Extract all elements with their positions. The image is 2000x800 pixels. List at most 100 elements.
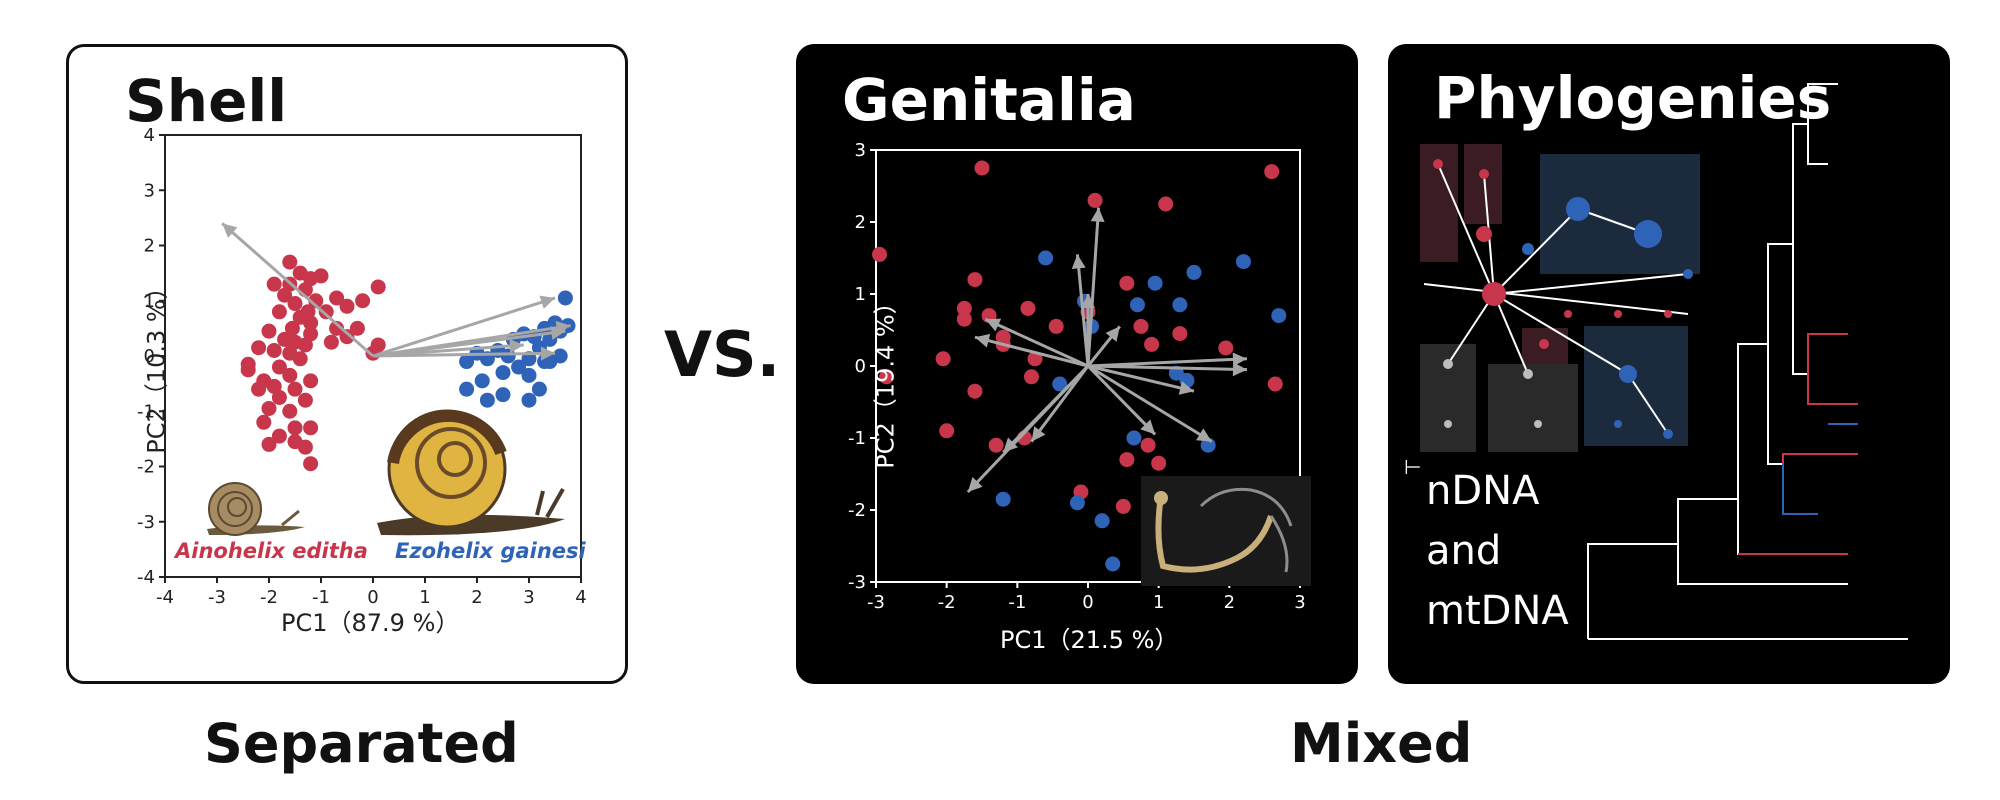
svg-text:⊢: ⊢ xyxy=(1404,455,1421,479)
phylogenies-panel: Phylogenies xyxy=(1388,44,1950,684)
data-point xyxy=(292,351,308,367)
x-tick-label: -3 xyxy=(208,587,226,608)
data-point xyxy=(1052,376,1068,392)
data-point xyxy=(1271,308,1287,324)
loading-arrowhead xyxy=(1003,437,1019,453)
data-point xyxy=(1264,164,1280,180)
genitalia-x-axis-label: PC1（21.5 %） xyxy=(1000,626,1179,654)
snail-small-icon xyxy=(207,482,305,536)
data-point xyxy=(521,392,537,408)
data-point xyxy=(1094,513,1110,529)
y-tick-label: 4 xyxy=(144,125,155,146)
x-tick-label: -2 xyxy=(938,592,956,613)
data-point xyxy=(1186,264,1202,280)
x-tick-label: 1 xyxy=(419,587,430,608)
data-point xyxy=(1140,437,1156,453)
y-tick-label: -2 xyxy=(848,500,866,521)
data-point xyxy=(1027,351,1043,367)
loading-arrowhead xyxy=(1232,352,1247,367)
y-tick-label: 0 xyxy=(144,346,155,367)
data-point xyxy=(329,320,345,336)
data-point xyxy=(988,437,1004,453)
loading-arrowhead xyxy=(1196,428,1212,442)
loading-arrowhead xyxy=(1071,254,1086,269)
data-point xyxy=(266,342,282,358)
loading-arrow xyxy=(372,351,556,358)
data-point xyxy=(956,311,972,327)
y-tick-label: -3 xyxy=(137,512,155,533)
data-point xyxy=(1048,318,1064,334)
loading-arrow xyxy=(1086,207,1101,367)
data-line-2: and xyxy=(1426,528,1502,574)
data-point xyxy=(1038,250,1054,266)
y-tick-label: -4 xyxy=(137,567,155,588)
data-point xyxy=(1105,556,1121,572)
data-point xyxy=(287,420,303,436)
loading-arrowhead xyxy=(1140,419,1156,435)
data-point xyxy=(1115,498,1131,514)
data-point xyxy=(313,268,329,284)
data-point xyxy=(349,320,365,336)
loading-arrowhead xyxy=(539,295,555,309)
shell-panel: Shell -4 -3 -2 -1 0 1 2 3 4 4 3 2 1 0 -1 -2 -3 -4 PC1（87.… xyxy=(66,44,628,684)
x-tick-label: 2 xyxy=(471,587,482,608)
data-point xyxy=(557,290,573,306)
loading-arrow xyxy=(974,335,1089,368)
loading-arrow xyxy=(372,329,566,358)
data-point xyxy=(277,287,293,303)
data-point xyxy=(1172,326,1188,342)
y-tick-label: 3 xyxy=(144,180,155,201)
mixed-label: Mixed xyxy=(1290,712,1473,775)
data-point xyxy=(271,428,287,444)
data-point xyxy=(967,383,983,399)
data-line-3: mtDNA xyxy=(1426,588,1569,634)
data-point xyxy=(872,246,888,262)
data-point xyxy=(459,354,475,370)
loading-arrow xyxy=(1087,357,1248,368)
x-tick-label: 0 xyxy=(1082,592,1093,613)
data-point xyxy=(479,392,495,408)
y-tick-label: -2 xyxy=(137,457,155,478)
y-tick-label: -1 xyxy=(137,401,155,422)
data-point xyxy=(261,400,277,416)
loading-arrowhead xyxy=(967,477,983,492)
y-tick-label: 3 xyxy=(855,140,866,161)
loading-arrowhead xyxy=(1232,362,1247,377)
snail-large-icon xyxy=(377,409,565,536)
data-point xyxy=(240,362,256,378)
loading-arrowhead xyxy=(1105,326,1120,342)
x-tick-label: 4 xyxy=(575,587,586,608)
data-point xyxy=(271,359,287,375)
x-tick-label: -4 xyxy=(156,587,174,608)
loading-arrow xyxy=(372,296,556,358)
data-point xyxy=(1147,275,1163,291)
shell-x-axis-label: PC1（87.9 %） xyxy=(281,609,460,637)
y-tick-label: -1 xyxy=(848,428,866,449)
loading-arrowhead xyxy=(1178,381,1194,395)
data-point xyxy=(1144,336,1160,352)
data-point xyxy=(1129,297,1145,313)
loading-arrowhead xyxy=(222,223,238,238)
x-tick-label: 1 xyxy=(1153,592,1164,613)
data-point xyxy=(271,389,287,405)
x-tick-label: 0 xyxy=(367,587,378,608)
shell-scatter-plot: -4 -3 -2 -1 0 1 2 3 4 4 3 2 1 0 -1 -2 -3 -4 xyxy=(137,125,587,608)
data-point xyxy=(935,351,951,367)
loading-arrowhead xyxy=(509,338,524,353)
loading-arrow xyxy=(984,317,1089,368)
data-point xyxy=(266,276,282,292)
x-tick-label: 3 xyxy=(1294,592,1305,613)
y-tick-label: 2 xyxy=(855,212,866,233)
data-point xyxy=(1172,297,1188,313)
x-tick-label: -2 xyxy=(260,587,278,608)
species-b-label: Ezohelix gainesi xyxy=(395,539,586,563)
loading-arrow xyxy=(1075,254,1090,367)
vs-label: VS. xyxy=(664,318,781,391)
species-a-label: Ainohelix editha xyxy=(175,539,368,563)
y-tick-label: 0 xyxy=(855,356,866,377)
data-point xyxy=(956,300,972,316)
data-point xyxy=(552,348,568,364)
data-point xyxy=(329,290,345,306)
data-point xyxy=(355,293,371,309)
haplotype-network xyxy=(1420,144,1700,452)
